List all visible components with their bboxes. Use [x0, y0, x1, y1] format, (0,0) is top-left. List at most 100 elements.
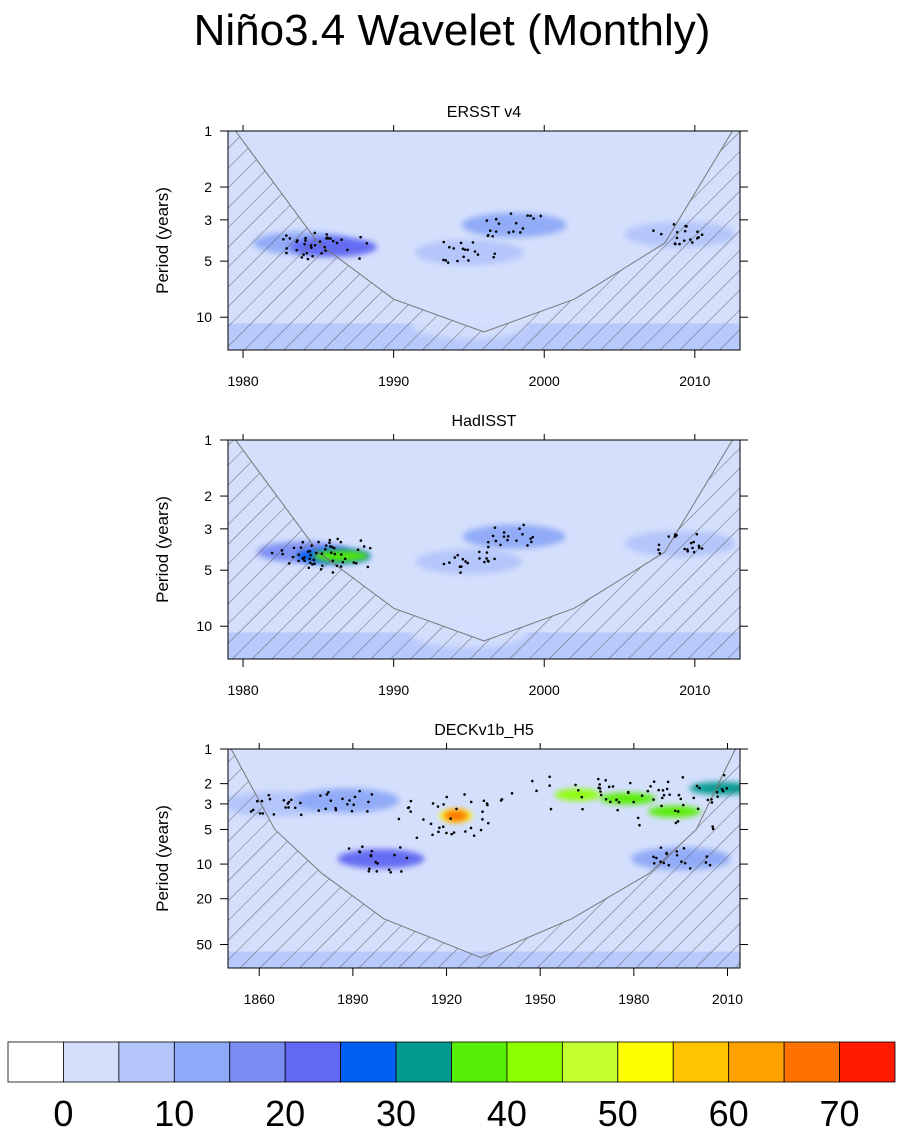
y-tick-label: 3	[204, 521, 212, 537]
panel-title: HadISST	[452, 413, 517, 430]
sig-dot	[487, 540, 490, 544]
sig-dot	[681, 803, 685, 807]
sig-dot	[310, 544, 313, 547]
sig-dot	[358, 257, 361, 260]
sig-dot	[335, 564, 339, 568]
sig-dot	[303, 559, 306, 563]
x-tick-label: 1980	[227, 373, 258, 389]
sig-dot	[531, 779, 534, 783]
sig-dot	[673, 809, 677, 813]
sig-dot	[597, 786, 601, 790]
sig-dot	[353, 795, 357, 799]
sig-dot	[674, 242, 677, 246]
sig-dot	[405, 856, 409, 860]
sig-dot	[708, 863, 712, 867]
sig-dot	[531, 535, 535, 539]
sig-dot	[309, 553, 312, 557]
colorbar-box	[506, 1041, 563, 1083]
sig-dot	[328, 538, 332, 542]
sig-dot	[284, 806, 287, 809]
sig-dot	[689, 541, 693, 545]
x-tick-label: 1990	[378, 373, 409, 389]
sig-dot	[448, 245, 451, 249]
sig-dot	[455, 807, 458, 811]
power-blob	[415, 549, 523, 575]
sig-dot	[341, 797, 344, 801]
sig-dot	[352, 803, 355, 807]
sig-dot	[268, 797, 272, 801]
sig-dot	[692, 550, 696, 554]
sig-dot	[574, 783, 577, 787]
plot-frame	[227, 439, 741, 660]
y-tick-label: 10	[196, 618, 212, 634]
sig-dot	[334, 808, 338, 812]
sig-dot	[308, 550, 312, 553]
sig-dot	[461, 247, 465, 251]
sig-dot	[692, 796, 696, 800]
sig-dot	[331, 559, 335, 563]
colorbar-box	[728, 1041, 785, 1083]
sig-dot	[526, 214, 529, 217]
sig-dot	[677, 793, 681, 797]
sig-dot	[309, 244, 313, 247]
sig-dot	[695, 784, 699, 788]
sig-dot	[258, 812, 262, 815]
sig-dot	[486, 821, 490, 825]
sig-dot	[285, 251, 288, 255]
colorbar-box	[617, 1041, 674, 1083]
sig-dot	[389, 870, 393, 874]
sig-dot	[485, 551, 489, 554]
sig-dot	[597, 777, 600, 781]
x-tick-label: 2000	[529, 682, 560, 698]
sig-dot	[472, 834, 476, 837]
sig-dot	[282, 238, 285, 241]
sig-dot	[445, 831, 448, 835]
sig-dot	[442, 240, 446, 244]
sig-dot	[361, 845, 364, 848]
sig-dot	[293, 806, 297, 810]
plot-frame	[227, 748, 741, 969]
sig-dot	[510, 792, 514, 795]
sig-dot	[675, 230, 679, 234]
sig-dot	[688, 867, 692, 870]
sig-dot	[320, 251, 323, 255]
y-tick-label: 1	[204, 741, 212, 757]
sig-dot	[323, 245, 326, 249]
sig-dot	[285, 234, 288, 237]
sig-dot	[367, 800, 370, 804]
sig-dot	[711, 827, 715, 831]
sig-dot	[748, 784, 751, 787]
sig-dot	[497, 222, 501, 225]
power-blob	[337, 849, 425, 869]
sig-dot	[270, 551, 274, 555]
colorbar-box	[118, 1041, 175, 1083]
sig-dot	[306, 257, 310, 261]
sig-dot	[449, 817, 452, 820]
sig-dot	[464, 830, 467, 833]
sig-dot	[304, 236, 307, 240]
sig-dot	[696, 230, 699, 233]
sig-dot	[409, 810, 412, 813]
sig-dot	[365, 241, 369, 245]
significance-dots	[282, 212, 704, 264]
sig-dot	[477, 550, 481, 554]
sig-dot	[711, 825, 714, 828]
sig-dot	[705, 855, 709, 858]
sig-dot	[304, 239, 307, 242]
y-tick-label: 5	[204, 253, 212, 269]
sig-dot	[754, 794, 757, 797]
sig-dot	[400, 870, 403, 873]
sig-dot	[675, 853, 679, 857]
sig-dot	[518, 527, 521, 531]
x-tick-label: 1920	[431, 991, 462, 1007]
y-axis-label: Period (years)	[153, 496, 172, 603]
sig-dot	[652, 861, 656, 865]
sig-dot	[683, 861, 687, 865]
sig-dot	[306, 550, 310, 553]
sig-dot	[659, 232, 663, 236]
colorbar-label: 20	[265, 1093, 305, 1133]
sig-dot	[482, 799, 486, 803]
sig-dot	[354, 561, 358, 565]
sig-dot	[599, 793, 603, 797]
power-blob	[414, 239, 524, 266]
